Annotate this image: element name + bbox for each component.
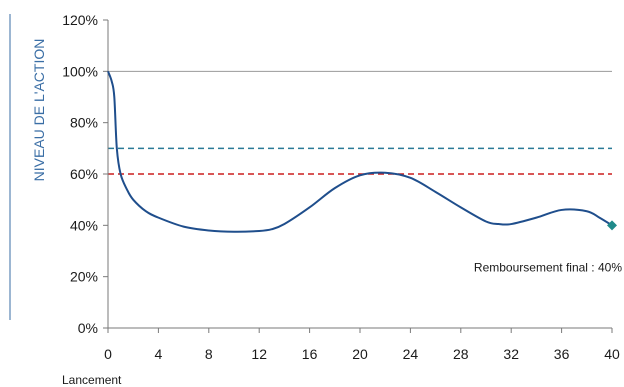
x-tick-label: 20	[352, 346, 368, 362]
y-ticks: 0% 20% 40% 60% 80% 100% 120%	[62, 12, 108, 336]
x-tick-label: 40	[604, 346, 620, 362]
y-tick-label: 60%	[70, 166, 98, 182]
x-tick-label: 36	[554, 346, 570, 362]
x-tick-label: 28	[453, 346, 469, 362]
x-tick-label: 24	[403, 346, 419, 362]
y-tick-label: 20%	[70, 269, 98, 285]
x-tick-label: 0	[104, 346, 112, 362]
series-layer	[107, 70, 617, 233]
x-tick-label: 16	[302, 346, 318, 362]
x-ticks: 0 4 8 12 16 20 24 28 32 36 40	[104, 328, 620, 362]
y-tick-label: 100%	[62, 63, 98, 79]
x-tick-label: 8	[205, 346, 213, 362]
end-marker	[607, 220, 617, 231]
y-tick-label: 120%	[62, 12, 98, 28]
y-axis-label: NIVEAU DE L'ACTION	[31, 39, 47, 182]
y-tick-label: 0%	[78, 320, 98, 336]
series-line	[107, 70, 613, 233]
y-tick-label: 40%	[70, 217, 98, 233]
x-tick-label: 32	[503, 346, 519, 362]
y-tick-label: 80%	[70, 115, 98, 131]
reference-lines	[108, 70, 612, 175]
x-tick-label: 12	[251, 346, 267, 362]
x-tick-label: 4	[155, 346, 163, 362]
annotation-final-repayment: Remboursement final : 40%	[474, 261, 622, 275]
x-start-label: Lancement	[62, 373, 122, 387]
